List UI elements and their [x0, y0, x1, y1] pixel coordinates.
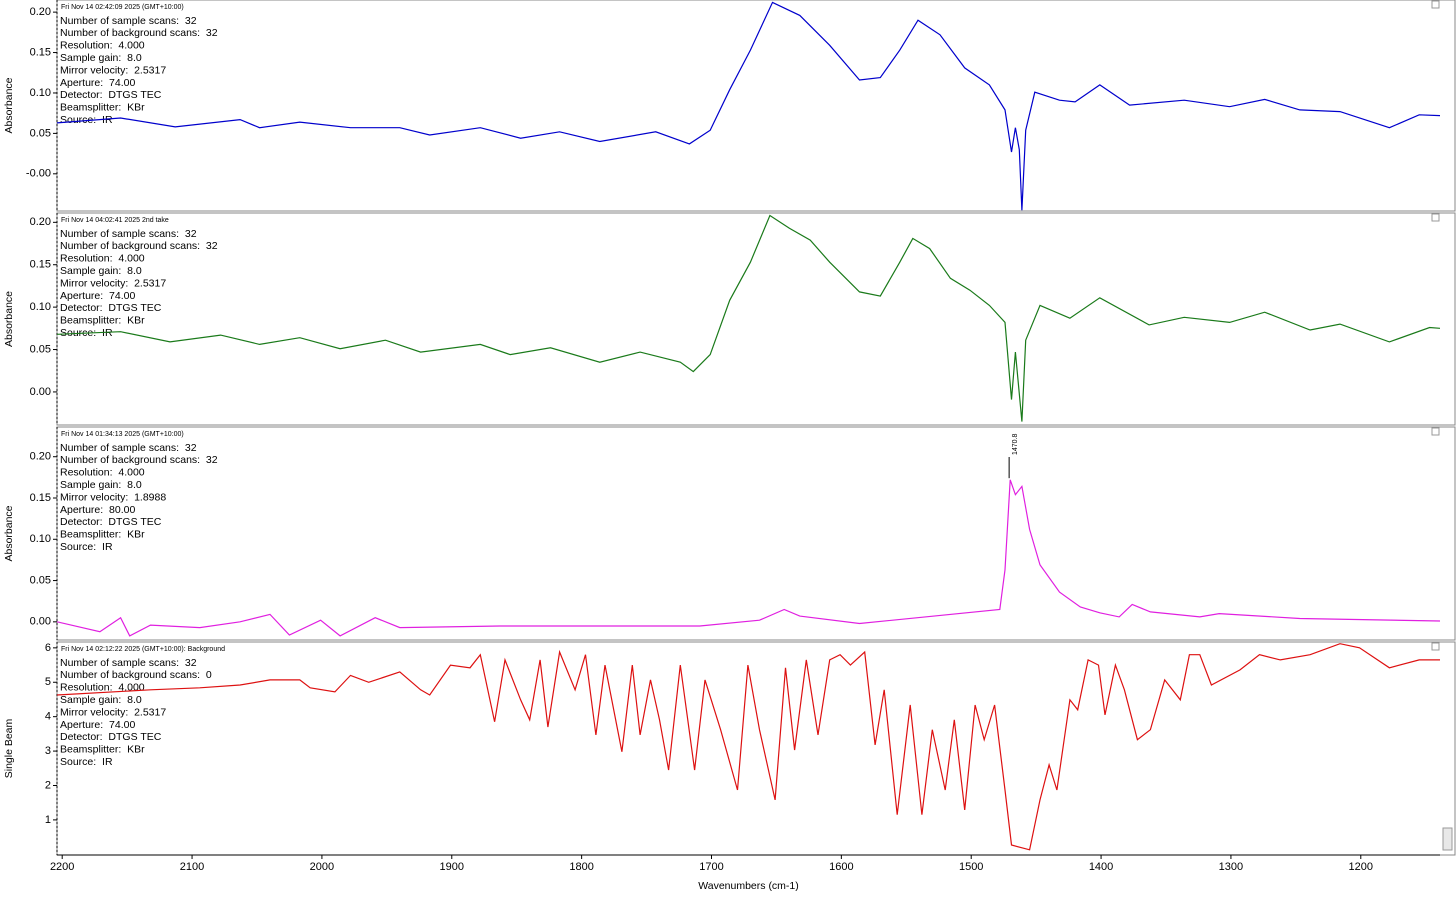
y-axis-label: Absorbance [3, 77, 15, 133]
info-line: Aperture: 74.00 [60, 77, 135, 89]
spectrum-line [57, 479, 1440, 637]
y-tick-label: 0.05 [30, 127, 51, 139]
y-axis-label: Absorbance [3, 505, 15, 561]
info-line: Number of background scans: 32 [60, 27, 218, 39]
panel-box [1431, 213, 1440, 222]
y-tick-label: 3 [45, 745, 51, 757]
info-line: Number of background scans: 0 [60, 669, 212, 681]
x-axis-label: Wavenumbers (cm-1) [698, 880, 799, 892]
info-line: Detector: DTGS TEC [60, 516, 162, 528]
x-tick-label: 1700 [699, 861, 723, 873]
info-line: Mirror velocity: 1.8988 [60, 491, 166, 503]
y-tick-label: 0.05 [30, 574, 51, 586]
info-line: Detector: DTGS TEC [60, 731, 162, 743]
y-tick-label: 0.20 [30, 6, 51, 18]
spectrum-line [57, 643, 1440, 851]
peak-label: 1470.8 [1012, 433, 1019, 455]
y-tick-label: 0.15 [30, 46, 51, 58]
x-tick-label: 1300 [1219, 861, 1243, 873]
info-line: Detector: DTGS TEC [60, 89, 162, 101]
panel-box [1431, 427, 1440, 436]
info-line: Resolution: 4.000 [60, 682, 145, 694]
x-tick-label: 1800 [569, 861, 593, 873]
panel-box [1431, 0, 1440, 9]
info-line: Beamsplitter: KBr [60, 315, 145, 327]
x-tick-label: 2100 [180, 861, 204, 873]
y-axis-label: Absorbance [3, 291, 15, 347]
info-line: Sample gain: 8.0 [60, 265, 142, 277]
info-line: Mirror velocity: 2.5317 [60, 64, 166, 76]
spectrum-line [57, 1, 1440, 211]
panel-title: Fri Nov 14 02:42:09 2025 (GMT+10:00) [61, 4, 184, 11]
info-line: Mirror velocity: 2.5317 [60, 706, 166, 718]
info-line: Source: IR [60, 541, 113, 553]
info-line: Resolution: 4.000 [60, 253, 145, 265]
info-line: Mirror velocity: 2.5317 [60, 277, 166, 289]
x-tick-label: 1900 [440, 861, 464, 873]
spectrum-line [57, 214, 1440, 422]
info-line: Aperture: 74.00 [60, 719, 135, 731]
info-line: Number of sample scans: 32 [60, 15, 197, 27]
y-tick-label: 4 [45, 711, 51, 723]
panel-box [1431, 642, 1440, 651]
x-tick-label: 1400 [1089, 861, 1113, 873]
y-tick-label: 0.00 [30, 386, 51, 398]
y-tick-label: 0.15 [30, 259, 51, 271]
x-tick-label: 1500 [959, 861, 983, 873]
panel-title: Fri Nov 14 01:34:13 2025 (GMT+10:00) [61, 431, 184, 438]
x-tick-label: 1600 [829, 861, 853, 873]
info-line: Aperture: 74.00 [60, 290, 135, 302]
info-line: Beamsplitter: KBr [60, 102, 145, 114]
y-tick-label: 0.00 [30, 616, 51, 628]
y-tick-label: 0.05 [30, 343, 51, 355]
y-tick-label: 5 [45, 676, 51, 688]
y-tick-label: -0.00 [26, 168, 51, 180]
info-line: Source: IR [60, 114, 113, 126]
panel-title: Fri Nov 14 02:12:22 2025 (GMT+10:00): Ba… [61, 646, 225, 653]
info-line: Detector: DTGS TEC [60, 302, 162, 314]
y-tick-label: 0.10 [30, 533, 51, 545]
y-tick-label: 2 [45, 779, 51, 791]
x-tick-label: 2200 [50, 861, 74, 873]
y-tick-label: 0.15 [30, 492, 51, 504]
y-tick-label: 1 [45, 814, 51, 826]
y-tick-label: 6 [45, 642, 51, 654]
info-line: Sample gain: 8.0 [60, 479, 142, 491]
info-line: Beamsplitter: KBr [60, 529, 145, 541]
x-tick-label: 2000 [310, 861, 334, 873]
info-line: Resolution: 4.000 [60, 467, 145, 479]
y-tick-label: 0.20 [30, 216, 51, 228]
info-line: Number of background scans: 32 [60, 240, 218, 252]
y-tick-label: 0.20 [30, 451, 51, 463]
info-line: Beamsplitter: KBr [60, 744, 145, 756]
info-line: Number of sample scans: 32 [60, 657, 197, 669]
x-tick-label: 1200 [1349, 861, 1373, 873]
y-tick-label: 0.10 [30, 301, 51, 313]
panel-frame [56, 426, 1456, 641]
info-line: Number of sample scans: 32 [60, 228, 197, 240]
panel-title: Fri Nov 14 04:02:41 2025 2nd take [61, 217, 169, 224]
info-line: Sample gain: 8.0 [60, 52, 142, 64]
scrollbar [1442, 827, 1453, 851]
info-line: Source: IR [60, 756, 113, 768]
y-tick-label: 0.10 [30, 87, 51, 99]
info-line: Number of background scans: 32 [60, 454, 218, 466]
y-axis-label: Single Beam [3, 718, 15, 778]
info-line: Aperture: 80.00 [60, 504, 135, 516]
info-line: Sample gain: 8.0 [60, 694, 142, 706]
info-line: Resolution: 4.000 [60, 40, 145, 52]
info-line: Number of sample scans: 32 [60, 442, 197, 454]
